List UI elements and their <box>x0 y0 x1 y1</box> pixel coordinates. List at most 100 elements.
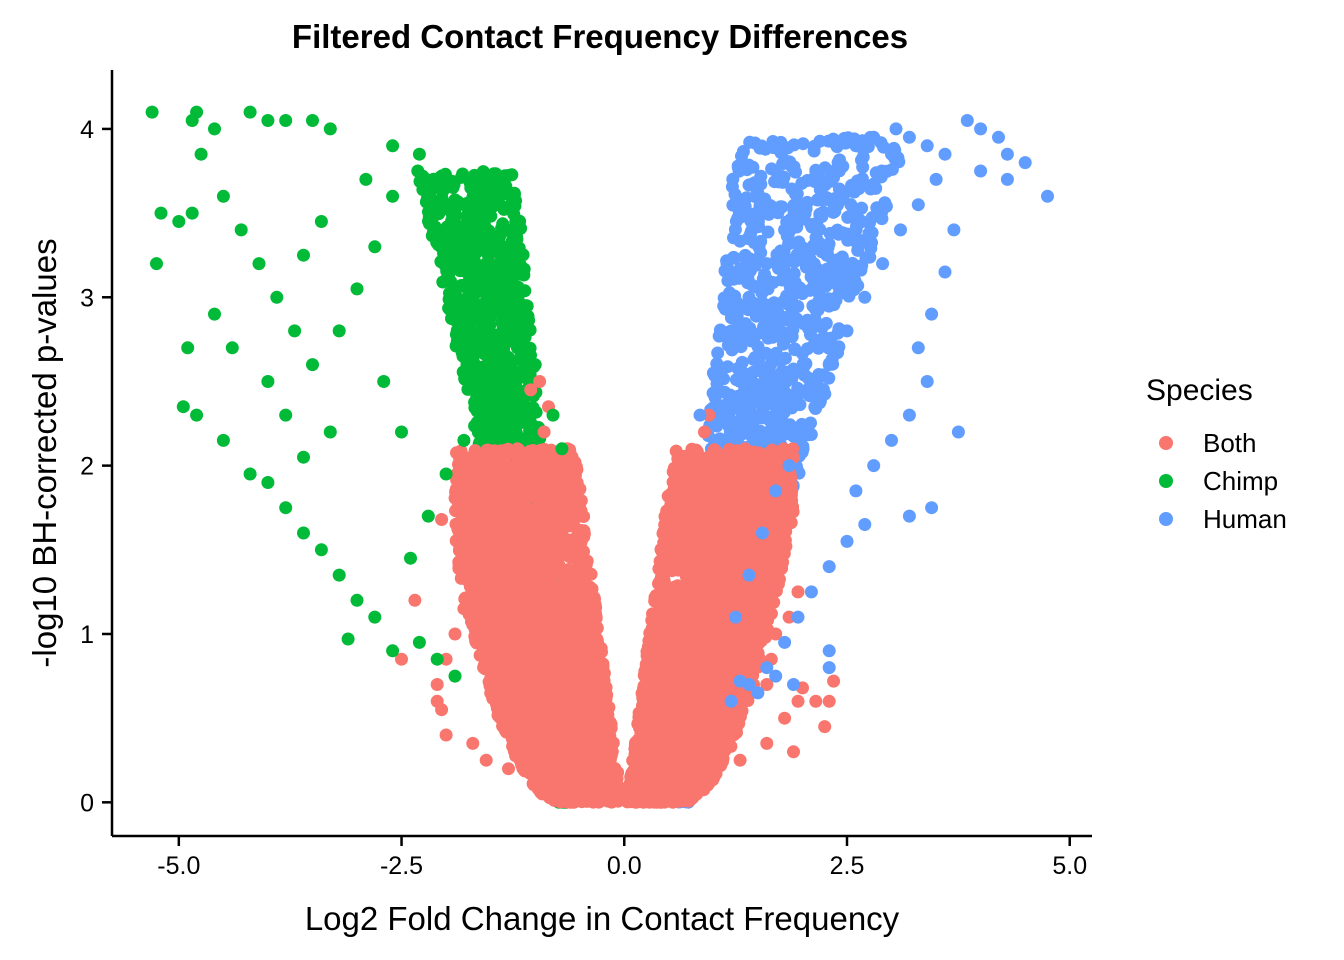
chimp-point <box>502 263 516 277</box>
chimp-point <box>462 275 476 289</box>
human-point <box>778 333 792 347</box>
chimp-point <box>523 323 537 337</box>
human-point <box>770 369 784 383</box>
chimp-point <box>420 173 434 187</box>
chimp-point <box>501 332 515 346</box>
chimp-point <box>497 384 511 398</box>
human-point <box>727 272 741 286</box>
human-point <box>756 383 770 397</box>
human-point <box>778 153 792 167</box>
human-point <box>753 424 767 438</box>
human-point <box>885 162 899 176</box>
human-point <box>776 175 790 189</box>
chimp-point <box>505 234 519 248</box>
human-point <box>791 299 805 313</box>
points-layer <box>145 105 1054 809</box>
chart-title: Filtered Contact Frequency Differences <box>292 18 908 55</box>
chimp-point <box>493 393 507 407</box>
human-point <box>770 164 784 178</box>
human-point <box>830 223 844 237</box>
human-point <box>855 201 869 215</box>
human-point <box>739 317 752 331</box>
human-point <box>815 193 829 207</box>
chimp-point <box>436 184 450 198</box>
human-point <box>711 346 725 360</box>
chimp-point <box>488 411 502 424</box>
human-point <box>852 182 866 196</box>
human-point <box>731 211 745 225</box>
human-point <box>811 262 825 276</box>
human-point <box>720 257 734 271</box>
human-point <box>787 138 801 152</box>
chimp-point <box>469 199 483 213</box>
human-point <box>765 421 779 435</box>
human-point <box>831 253 844 267</box>
human-point <box>776 407 790 420</box>
chimp-point <box>448 313 462 327</box>
chimp-point <box>516 394 530 408</box>
human-point <box>761 225 775 239</box>
human-point <box>799 315 813 329</box>
human-point <box>827 135 841 149</box>
human-point <box>724 311 738 325</box>
human-point <box>845 281 859 295</box>
human-point <box>815 210 829 223</box>
chimp-point <box>499 249 513 263</box>
human-point <box>748 351 762 364</box>
chimp-point <box>478 273 492 287</box>
human-point <box>805 220 819 234</box>
chimp-point <box>461 291 475 305</box>
chimp-point <box>470 420 483 434</box>
human-point <box>827 202 841 216</box>
human-point <box>859 251 873 265</box>
chimp-point <box>491 354 505 368</box>
human-point <box>791 284 805 298</box>
human-point <box>823 276 837 290</box>
human-point <box>747 236 761 250</box>
human-point <box>728 187 742 201</box>
chimp-point <box>482 312 496 326</box>
chimp-point <box>477 372 491 386</box>
human-point <box>857 233 871 247</box>
human-point <box>733 234 747 248</box>
human-point <box>878 196 892 210</box>
chimp-point <box>455 324 469 338</box>
chimp-point <box>449 287 462 301</box>
human-point <box>729 373 743 387</box>
chimp-point <box>443 302 457 316</box>
chimp-point <box>495 221 509 235</box>
chimp-point <box>509 215 523 229</box>
chimp-point <box>431 205 445 218</box>
chimp-point <box>483 431 497 445</box>
chimp-point <box>445 239 459 253</box>
human-point <box>724 429 738 442</box>
human-point <box>746 160 760 174</box>
chimp-point <box>515 405 529 419</box>
human-point <box>793 245 806 259</box>
human-point <box>774 200 788 214</box>
human-point <box>739 251 753 265</box>
human-point <box>829 291 843 305</box>
human-point <box>836 192 850 206</box>
chimp-point <box>446 209 460 222</box>
chimp-point <box>476 297 490 311</box>
chimp-point <box>457 226 471 240</box>
human-point <box>754 177 768 191</box>
chimp-point <box>482 208 496 222</box>
chimp-point <box>515 247 529 261</box>
human-point <box>856 160 870 174</box>
chimp-point <box>498 169 512 183</box>
human-point <box>743 404 757 418</box>
chimp-point <box>507 290 521 304</box>
human-point <box>776 352 790 366</box>
human-point <box>812 368 826 381</box>
chimp-point <box>466 351 480 365</box>
chimp-point <box>492 237 506 251</box>
human-point <box>748 330 761 344</box>
chimp-point <box>476 165 490 179</box>
chimp-point <box>453 264 467 278</box>
human-point <box>874 170 888 184</box>
human-point <box>755 286 769 300</box>
human-point <box>732 164 746 178</box>
chimp-point <box>497 179 511 193</box>
